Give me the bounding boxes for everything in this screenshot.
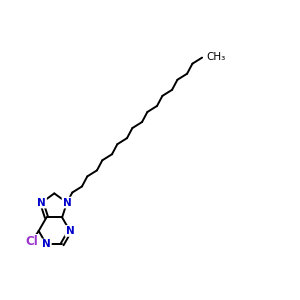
- Text: Cl: Cl: [26, 235, 38, 248]
- Text: N: N: [62, 198, 71, 208]
- Text: N: N: [42, 239, 51, 249]
- Text: N: N: [65, 226, 74, 236]
- Text: CH₃: CH₃: [206, 52, 225, 62]
- Text: N: N: [37, 198, 46, 208]
